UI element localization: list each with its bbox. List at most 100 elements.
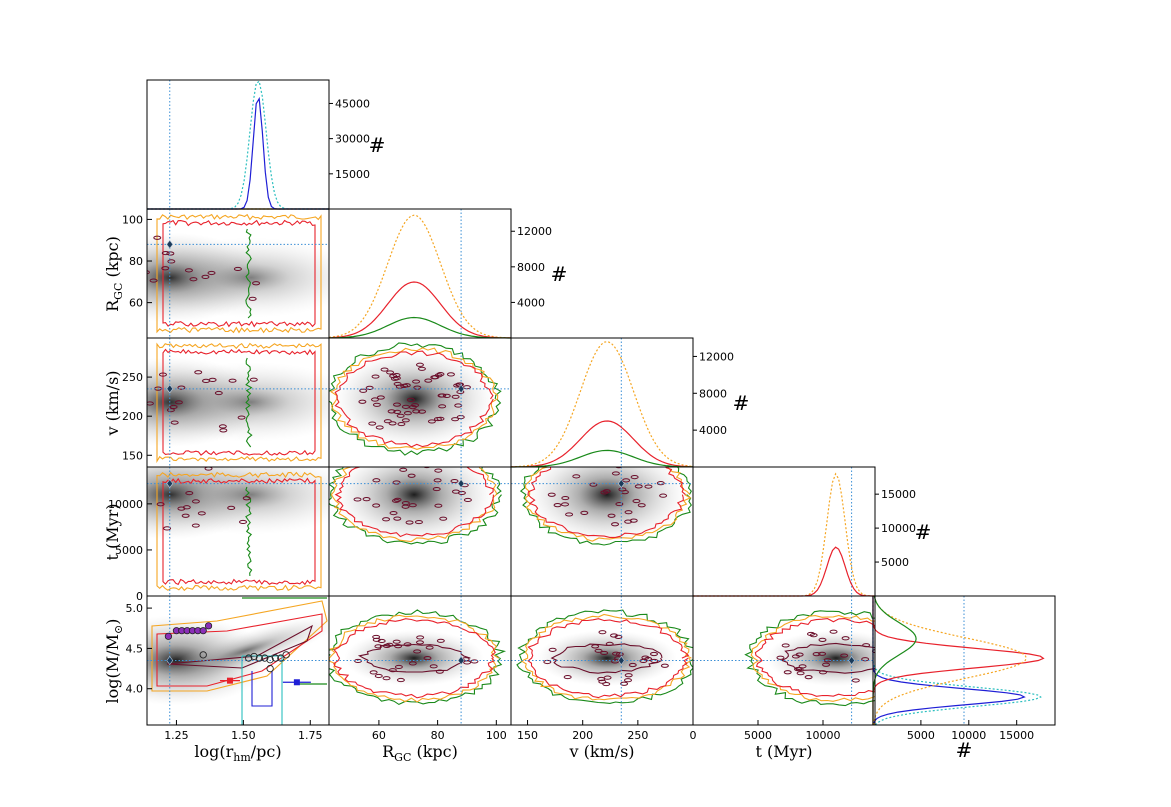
contour-line (527, 618, 690, 699)
contour-speck (630, 474, 639, 480)
axis-label-part: R (382, 742, 395, 761)
panel-frame (872, 595, 1056, 726)
contour-speck (610, 633, 619, 638)
contour-speck (424, 378, 433, 383)
axis-label: log(rhm/pc) (194, 742, 281, 764)
contour-speck (131, 478, 138, 481)
count-tick-label: 4000 (699, 424, 727, 437)
contour-speck (163, 526, 172, 531)
contour-speck (829, 629, 838, 634)
axis-label-part: log(r (194, 742, 233, 761)
contour-speck (382, 643, 391, 648)
contour-speck (382, 676, 391, 681)
axis-label-part: /pc) (251, 742, 282, 761)
count-tick-label: 45000 (335, 97, 370, 110)
contour-speck (628, 662, 637, 668)
contour-line (151, 600, 328, 692)
contour-speck (637, 503, 646, 508)
axis-label-part: (kpc) (411, 742, 457, 761)
contour-speck (392, 639, 401, 644)
axis-label: t (Myr) (103, 503, 122, 560)
density-blob (147, 342, 329, 464)
contour-speck (134, 475, 141, 478)
contour-speck (412, 409, 421, 414)
contour-speck (432, 486, 441, 492)
x-tick-label: 150 (517, 729, 538, 742)
contour-speck (358, 399, 367, 404)
y-tick-label: 4.5 (126, 642, 144, 655)
contour-speck (423, 467, 431, 469)
contour-speck (388, 421, 397, 426)
contour-speck (795, 652, 804, 657)
observed-point-gray (277, 654, 285, 662)
x-tick-label: 200 (572, 729, 593, 742)
axis-label-part: R (103, 299, 122, 312)
density-spread (147, 362, 329, 443)
contour-speck (185, 490, 194, 496)
x-tick-label: 100 (486, 729, 507, 742)
truth-marker (166, 656, 174, 665)
observed-point-gray (250, 652, 258, 661)
observed-point-gray (271, 654, 280, 662)
contour-speck (649, 651, 658, 657)
contour-speck (416, 635, 425, 640)
contour-speck (423, 656, 432, 661)
observed-point-gray (199, 651, 207, 659)
count-tick-label: 15000 (999, 729, 1034, 742)
contour-speck (184, 268, 193, 273)
axis-label-part: log(M/M (103, 634, 122, 703)
axis-label-subscript: GC (394, 751, 411, 764)
contour-speck (397, 421, 406, 427)
histogram-blue (147, 96, 329, 210)
contour-speck (166, 251, 175, 256)
contour-speck (781, 643, 790, 648)
axis-label-subscript: GC (112, 283, 125, 300)
y-tick-label: 200 (122, 410, 143, 423)
contour-speck (851, 678, 860, 683)
x-tick-label: 0 (690, 729, 697, 742)
contour-speck (393, 402, 402, 407)
y-tick-label: 5000 (115, 544, 143, 557)
contour-speck (841, 636, 850, 641)
count-tick-label: 12000 (699, 350, 734, 363)
contour-line (334, 467, 494, 538)
contour-speck (624, 510, 633, 515)
count-tick-label: 15000 (335, 168, 370, 181)
contour-speck (615, 652, 624, 657)
contour-speck (624, 673, 633, 678)
contour-speck (374, 673, 383, 679)
truth-marker (166, 384, 174, 394)
contour-speck (237, 415, 246, 420)
contour-speck (372, 503, 381, 508)
contour-speck (170, 420, 179, 425)
contour-speck (438, 404, 447, 409)
contour-speck (156, 502, 165, 507)
contour-speck (442, 393, 451, 398)
contour-speck (147, 270, 150, 275)
contour-line (754, 618, 875, 697)
truth-marker (457, 384, 465, 394)
contour-speck (553, 503, 562, 508)
contour-speck (201, 274, 210, 279)
contour-speck (430, 375, 439, 380)
axis-label-subscript: ⊙ (112, 625, 125, 634)
count-tick-label: 8000 (699, 387, 727, 400)
contour-speck (402, 383, 411, 388)
contour-speck (622, 478, 631, 483)
contour-speck (214, 390, 223, 396)
contour-speck (804, 675, 813, 680)
contour-speck (369, 670, 378, 675)
contour-speck (454, 403, 463, 408)
contour-speck (822, 662, 831, 667)
contour-speck (204, 467, 213, 471)
contour-speck (600, 650, 609, 656)
contour-speck (650, 658, 659, 664)
truth-marker (617, 656, 625, 665)
y-tick-label: 4.0 (126, 683, 144, 696)
contour-speck (394, 664, 403, 670)
count-tick-label: 4000 (517, 296, 545, 309)
contour-speck (434, 468, 443, 473)
contour-line (245, 228, 252, 319)
contour-speck (371, 374, 380, 379)
axis-label: t (Myr) (755, 742, 812, 761)
